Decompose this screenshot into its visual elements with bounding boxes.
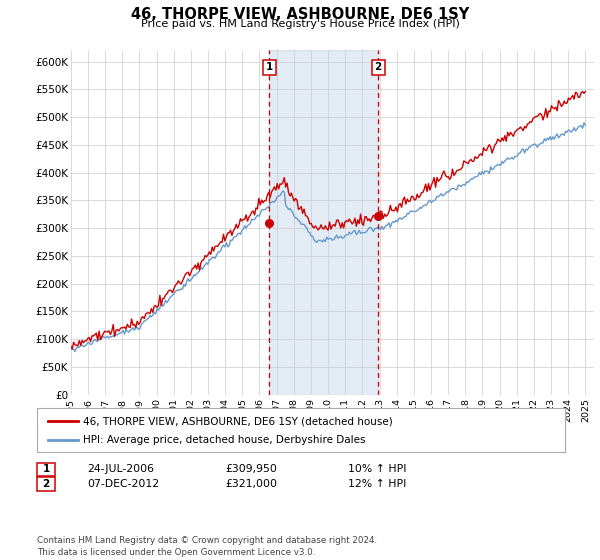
Text: Price paid vs. HM Land Registry's House Price Index (HPI): Price paid vs. HM Land Registry's House … xyxy=(140,19,460,29)
Text: 10% ↑ HPI: 10% ↑ HPI xyxy=(348,464,407,474)
Text: 1: 1 xyxy=(265,63,273,72)
Text: £321,000: £321,000 xyxy=(225,479,277,489)
Text: 46, THORPE VIEW, ASHBOURNE, DE6 1SY (detached house): 46, THORPE VIEW, ASHBOURNE, DE6 1SY (det… xyxy=(83,416,392,426)
Text: 46, THORPE VIEW, ASHBOURNE, DE6 1SY: 46, THORPE VIEW, ASHBOURNE, DE6 1SY xyxy=(131,7,469,22)
Text: £309,950: £309,950 xyxy=(225,464,277,474)
Text: Contains HM Land Registry data © Crown copyright and database right 2024.
This d: Contains HM Land Registry data © Crown c… xyxy=(37,536,377,557)
Text: 1: 1 xyxy=(43,464,50,474)
Text: 2: 2 xyxy=(374,63,382,72)
Bar xyxy=(269,50,378,395)
Text: 07-DEC-2012: 07-DEC-2012 xyxy=(87,479,159,489)
Text: 12% ↑ HPI: 12% ↑ HPI xyxy=(348,479,406,489)
Text: 24-JUL-2006: 24-JUL-2006 xyxy=(87,464,154,474)
Text: 2: 2 xyxy=(43,479,50,489)
Text: HPI: Average price, detached house, Derbyshire Dales: HPI: Average price, detached house, Derb… xyxy=(83,435,365,445)
